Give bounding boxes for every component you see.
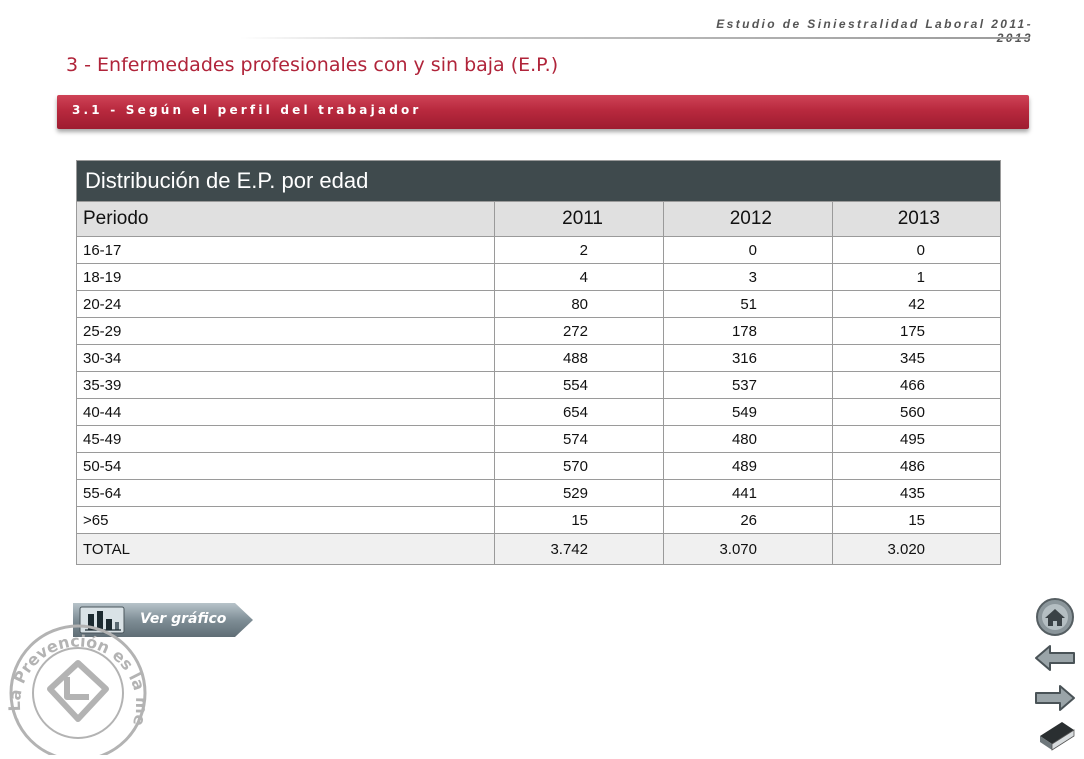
value-cell: 554: [494, 371, 664, 399]
prevention-seal-logo: - La Prevención es la mejor medida -: [0, 600, 160, 759]
column-header: Periodo: [76, 201, 495, 237]
seal-text: - La Prevención es la mejor medida -: [0, 600, 151, 728]
value-cell: 486: [831, 452, 1002, 480]
value-cell: 537: [663, 371, 833, 399]
total-value-cell: 3.070: [663, 533, 833, 565]
book-icon: [1040, 722, 1075, 751]
table-header-row: Periodo 2011 2012 2013: [76, 201, 1002, 237]
home-icon: [1036, 598, 1074, 636]
age-range-cell: >65: [76, 506, 495, 534]
table-row: 40-44 654 549 560: [76, 398, 1002, 426]
value-cell: 3: [663, 263, 833, 291]
svg-text:- La Prevención es la mejor me: - La Prevención es la mejor medida -: [5, 615, 151, 728]
back-button[interactable]: [1032, 640, 1078, 680]
value-cell: 80: [494, 290, 664, 318]
value-cell: 480: [663, 425, 833, 453]
forward-button[interactable]: [1032, 680, 1078, 720]
page-title: 3 - Enfermedades profesionales con y sin…: [66, 54, 559, 76]
value-cell: 1: [831, 263, 1002, 291]
ep-age-table: Distribución de E.P. por edad Periodo 20…: [75, 160, 1002, 565]
value-cell: 489: [663, 452, 833, 480]
study-title: Estudio de Siniestralidad Laboral 2011-2…: [716, 17, 1033, 45]
total-value-cell: 3.020: [831, 533, 1002, 565]
column-header: 2013: [831, 201, 1002, 237]
value-cell: 51: [663, 290, 833, 318]
section-bar: 3.1 - Según el perfil del trabajador: [57, 95, 1029, 129]
value-cell: 495: [831, 425, 1002, 453]
table-row: 25-29 272 178 175: [76, 317, 1002, 345]
table-row: 45-49 574 480 495: [76, 425, 1002, 453]
value-cell: 15: [831, 506, 1002, 534]
age-range-cell: 40-44: [76, 398, 495, 426]
table-row: >65 15 26 15: [76, 506, 1002, 534]
value-cell: 441: [663, 479, 833, 507]
age-range-cell: 18-19: [76, 263, 495, 291]
value-cell: 560: [831, 398, 1002, 426]
table-caption: Distribución de E.P. por edad: [75, 160, 1002, 202]
value-cell: 15: [494, 506, 664, 534]
index-button[interactable]: [1032, 714, 1078, 754]
age-range-cell: 25-29: [76, 317, 495, 345]
value-cell: 435: [831, 479, 1002, 507]
section-title: 3.1 - Según el perfil del trabajador: [72, 103, 422, 117]
value-cell: 345: [831, 344, 1002, 372]
age-range-cell: 45-49: [76, 425, 495, 453]
value-cell: 549: [663, 398, 833, 426]
column-header: 2011: [494, 201, 664, 237]
table-row: 55-64 529 441 435: [76, 479, 1002, 507]
value-cell: 570: [494, 452, 664, 480]
arrow-right-icon: [1035, 685, 1075, 711]
age-range-cell: 55-64: [76, 479, 495, 507]
age-range-cell: 50-54: [76, 452, 495, 480]
value-cell: 26: [663, 506, 833, 534]
age-range-cell: 16-17: [76, 236, 495, 264]
total-value-cell: 3.742: [494, 533, 664, 565]
value-cell: 0: [663, 236, 833, 264]
table-total-row: TOTAL 3.742 3.070 3.020: [76, 533, 1002, 565]
table-row: 50-54 570 489 486: [76, 452, 1002, 480]
value-cell: 272: [494, 317, 664, 345]
value-cell: 42: [831, 290, 1002, 318]
table-row: 30-34 488 316 345: [76, 344, 1002, 372]
home-button[interactable]: [1032, 596, 1078, 636]
value-cell: 175: [831, 317, 1002, 345]
age-range-cell: 20-24: [76, 290, 495, 318]
value-cell: 529: [494, 479, 664, 507]
value-cell: 178: [663, 317, 833, 345]
table-row: 16-17 2 0 0: [76, 236, 1002, 264]
value-cell: 0: [831, 236, 1002, 264]
value-cell: 316: [663, 344, 833, 372]
ver-grafico-label: Ver gráfico: [140, 611, 227, 627]
header-rule: [240, 37, 1030, 39]
age-range-cell: 30-34: [76, 344, 495, 372]
column-header: 2012: [663, 201, 833, 237]
value-cell: 654: [494, 398, 664, 426]
value-cell: 4: [494, 263, 664, 291]
table-row: 18-19 4 3 1: [76, 263, 1002, 291]
value-cell: 488: [494, 344, 664, 372]
age-range-cell: 35-39: [76, 371, 495, 399]
table-row: 35-39 554 537 466: [76, 371, 1002, 399]
value-cell: 466: [831, 371, 1002, 399]
arrow-left-icon: [1035, 645, 1075, 671]
total-label-cell: TOTAL: [76, 533, 495, 565]
value-cell: 2: [494, 236, 664, 264]
table-row: 20-24 80 51 42: [76, 290, 1002, 318]
value-cell: 574: [494, 425, 664, 453]
